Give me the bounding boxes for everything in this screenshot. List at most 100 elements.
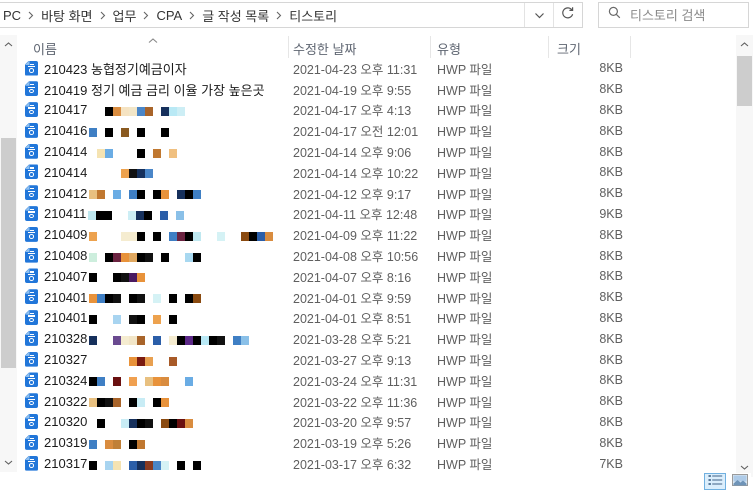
thumbnail-view-icon [732,473,748,491]
censored-text-blocks [89,312,178,324]
file-size: 7KB [599,456,623,471]
file-size: 8KB [599,269,623,284]
file-size: 8KB [599,310,623,325]
censored-text-blocks [89,229,274,241]
hwp-file-icon [25,206,38,222]
file-size: 8KB [599,227,623,242]
censored-text-blocks [89,437,146,449]
file-size: 8KB [599,61,623,76]
file-date-modified: 2021-04-09 오후 11:22 [293,229,418,244]
file-type: HWP 파일 [437,166,493,181]
file-row[interactable]: 210401 2021-04-01 오후 8:51 HWP 파일 8KB [18,308,735,329]
file-size: 8KB [599,290,623,305]
column-header-date[interactable]: 수정한 날짜 [293,42,357,57]
breadcrumb-item[interactable]: CPA [156,7,183,23]
search-box[interactable] [598,2,749,28]
file-type: HWP 파일 [437,395,493,410]
file-size: 8KB [599,82,623,97]
file-row[interactable]: 210328 2021-03-28 오후 5:21 HWP 파일 8KB [18,328,735,349]
chevron-right-icon [143,11,149,20]
scroll-down-icon[interactable] [0,455,17,470]
censored-text-blocks [89,374,194,387]
file-row[interactable]: 210414 2021-04-14 오후 9:06 HWP 파일 8KB [18,141,735,162]
sort-ascending-icon [148,32,158,47]
breadcrumb-item[interactable]: 업무 [112,8,137,24]
breadcrumb-item[interactable]: PC [3,7,22,23]
censored-text-blocks [89,333,250,345]
hwp-file-icon [25,247,38,263]
scroll-up-icon[interactable] [736,37,753,52]
address-dropdown-button[interactable] [524,3,553,27]
file-date-modified: 2021-04-17 오후 4:13 [293,104,412,119]
file-date-modified: 2021-04-14 오후 10:22 [293,166,419,181]
hwp-file-icon [25,143,38,159]
file-date-modified: 2021-04-08 오후 10:56 [293,250,419,265]
scrollbar-thumb[interactable] [737,56,752,106]
file-name: 210317 [44,453,202,474]
file-type: HWP 파일 [437,416,493,431]
file-row[interactable]: 210414 2021-04-14 오후 10:22 HWP 파일 8KB [18,162,735,183]
file-row[interactable]: 210409 2021-04-09 오후 11:22 HWP 파일 8KB [18,224,735,245]
file-row[interactable]: 210419 정기 예금 금리 이율 가장 높은곳 2021-04-19 오후 9… [18,79,735,100]
left-pane-scrollbar[interactable] [0,35,17,472]
details-view-button[interactable] [704,473,726,490]
thumbnail-view-button[interactable] [729,473,751,490]
search-input[interactable] [630,7,739,23]
file-row[interactable]: 210320 2021-03-20 오후 9:57 HWP 파일 8KB [18,412,735,433]
file-row[interactable]: 210407 2021-04-07 오후 8:16 HWP 파일 8KB [18,266,735,287]
file-type: HWP 파일 [437,333,493,348]
file-type: HWP 파일 [437,374,493,389]
file-size: 8KB [599,352,623,367]
address-bar[interactable]: PC 바탕 화면 업무 CPA 글 작성 목록 티스토리 [0,2,583,28]
file-type: HWP 파일 [437,125,493,140]
file-type: HWP 파일 [437,270,493,285]
file-type: HWP 파일 [437,62,493,77]
file-date-modified: 2021-03-27 오후 9:13 [293,354,412,369]
column-divider[interactable] [630,36,631,58]
file-row[interactable]: 210322 2021-03-22 오후 11:36 HWP 파일 8KB [18,391,735,412]
file-row[interactable]: 210319 2021-03-19 오후 5:26 HWP 파일 8KB [18,432,735,453]
column-divider[interactable] [548,36,549,58]
hwp-file-icon [25,226,38,242]
file-row[interactable]: 210423 농협정기예금이자 2021-04-23 오후 11:31 HWP 파일… [18,58,735,79]
file-row[interactable]: 210401 2021-04-01 오후 9:59 HWP 파일 8KB [18,287,735,308]
file-date-modified: 2021-03-24 오후 11:31 [293,374,418,389]
file-row[interactable]: 210327 2021-03-27 오후 9:13 HWP 파일 8KB [18,349,735,370]
scroll-down-icon[interactable] [736,460,753,475]
file-name: 210414 [44,141,178,162]
file-date-modified: 2021-04-07 오후 8:16 [293,270,412,285]
file-type: HWP 파일 [437,187,493,202]
hwp-file-icon [25,122,38,138]
file-name: 210407 [44,266,146,287]
refresh-icon [561,6,575,25]
column-divider[interactable] [430,36,431,58]
chevron-right-icon [100,11,106,20]
file-row[interactable]: 210412 2021-04-12 오후 9:17 HWP 파일 8KB [18,183,735,204]
file-row[interactable]: 210416 2021-04-17 오전 12:01 HWP 파일 8KB [18,120,735,141]
file-list-scrollbar[interactable] [736,35,753,477]
refresh-button[interactable] [553,3,582,27]
file-row[interactable]: 210324 2021-03-24 오후 11:31 HWP 파일 8KB [18,370,735,391]
hwp-file-icon [25,185,38,201]
column-header-type[interactable]: 유형 [437,42,461,57]
details-view-icon [708,473,723,491]
hwp-file-icon [25,393,38,409]
scroll-up-icon[interactable] [0,37,17,52]
censored-text-blocks [89,187,202,200]
breadcrumb-item[interactable]: 티스토리 [289,8,338,24]
file-name: 210412 [44,183,202,204]
scrollbar-thumb[interactable] [1,138,16,368]
chevron-right-icon [28,11,34,20]
file-row[interactable]: 210317 2021-03-17 오후 6:32 HWP 파일 7KB [18,453,735,474]
file-row[interactable]: 210408 2021-04-08 오후 10:56 HWP 파일 8KB [18,245,735,266]
file-row[interactable]: 210411 2021-04-11 오후 12:48 HWP 파일 9KB [18,204,735,225]
breadcrumb-item[interactable]: 바탕 화면 [41,8,93,24]
column-divider[interactable] [288,36,289,58]
file-size: 8KB [599,102,623,117]
file-date-modified: 2021-03-22 오후 11:36 [293,395,418,410]
file-date-modified: 2021-04-01 오후 8:51 [293,312,412,327]
column-header-size[interactable]: 크기 [557,42,581,57]
breadcrumb-item[interactable]: 글 작성 목록 [202,8,270,24]
column-header-name[interactable]: 이름 [33,42,57,57]
file-row[interactable]: 210417 2021-04-17 오후 4:13 HWP 파일 8KB [18,100,735,121]
